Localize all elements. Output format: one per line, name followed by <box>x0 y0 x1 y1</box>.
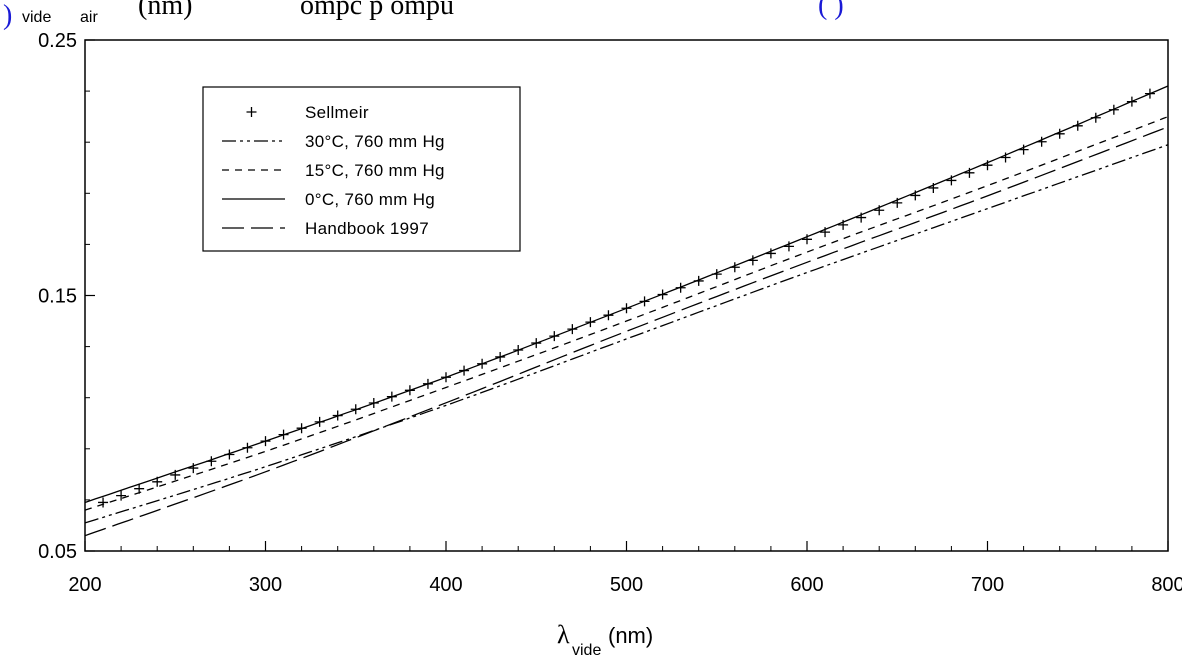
x-axis-symbol: λ <box>557 620 570 649</box>
legend-label: 30°C, 760 mm Hg <box>305 132 445 151</box>
x-tick-label: 700 <box>971 574 1004 596</box>
sellmeir-marker <box>1018 144 1029 155</box>
series-line-1 <box>84 144 1169 524</box>
legend-items: Sellmeir 30°C, 760 mm Hg 15°C, 760 mm Hg 0°… <box>222 103 445 238</box>
series-line-2 <box>84 116 1169 511</box>
legend-label: 0°C, 760 mm Hg <box>305 190 435 209</box>
series-layer <box>84 85 1169 537</box>
y-tick-label: 0.15 <box>38 286 77 308</box>
x-tick-label: 200 <box>68 574 101 596</box>
sellmeir-marker <box>765 248 776 259</box>
series-line-3 <box>84 85 1169 504</box>
header-right-blue: ( ) <box>818 0 844 21</box>
legend-label: Handbook 1997 <box>305 219 429 238</box>
header-mid: ompc p ompu <box>300 0 454 21</box>
x-axis-title: λ vide (nm) <box>557 620 653 655</box>
x-axis-subscript: vide <box>572 642 601 655</box>
x-tick-label: 800 <box>1151 574 1182 596</box>
x-tick-label: 400 <box>429 574 462 596</box>
legend-box <box>202 86 521 252</box>
sellmeir-marker <box>188 463 199 474</box>
header-fragment: ) vide air (nm) ompc p ompu ( ) <box>3 0 844 31</box>
sellmeir-marker <box>134 483 145 494</box>
x-tick-label: 300 <box>249 574 282 596</box>
x-tick-label: 600 <box>790 574 823 596</box>
sellmeir-marker <box>783 241 794 252</box>
ticks: 200 300 400 500 600 700 800 0.05 0.15 0.25 <box>38 30 1182 596</box>
legend-label: Sellmeir <box>305 103 369 122</box>
x-axis-unit: (nm) <box>608 623 653 648</box>
y-tick-label: 0.25 <box>38 30 77 52</box>
header-sub-air: air <box>80 9 98 26</box>
header-sub-vide: vide <box>22 9 51 26</box>
y-tick-label: 0.05 <box>38 541 77 563</box>
legend-symbol <box>246 107 257 117</box>
legend: Sellmeir 30°C, 760 mm Hg 15°C, 760 mm Hg 0°… <box>202 86 521 252</box>
sellmeir-marker <box>98 497 109 508</box>
series-line-4 <box>84 126 1169 537</box>
sellmeir-marker <box>982 160 993 171</box>
legend-label: 15°C, 760 mm Hg <box>305 161 445 180</box>
x-tick-label: 500 <box>610 574 643 596</box>
header-blue-paren: ) <box>3 0 12 31</box>
sellmeir-marker <box>116 490 127 501</box>
sellmeir-marker <box>1000 152 1011 163</box>
sellmeir-marker <box>802 234 812 245</box>
header-nm: (nm) <box>138 0 192 21</box>
